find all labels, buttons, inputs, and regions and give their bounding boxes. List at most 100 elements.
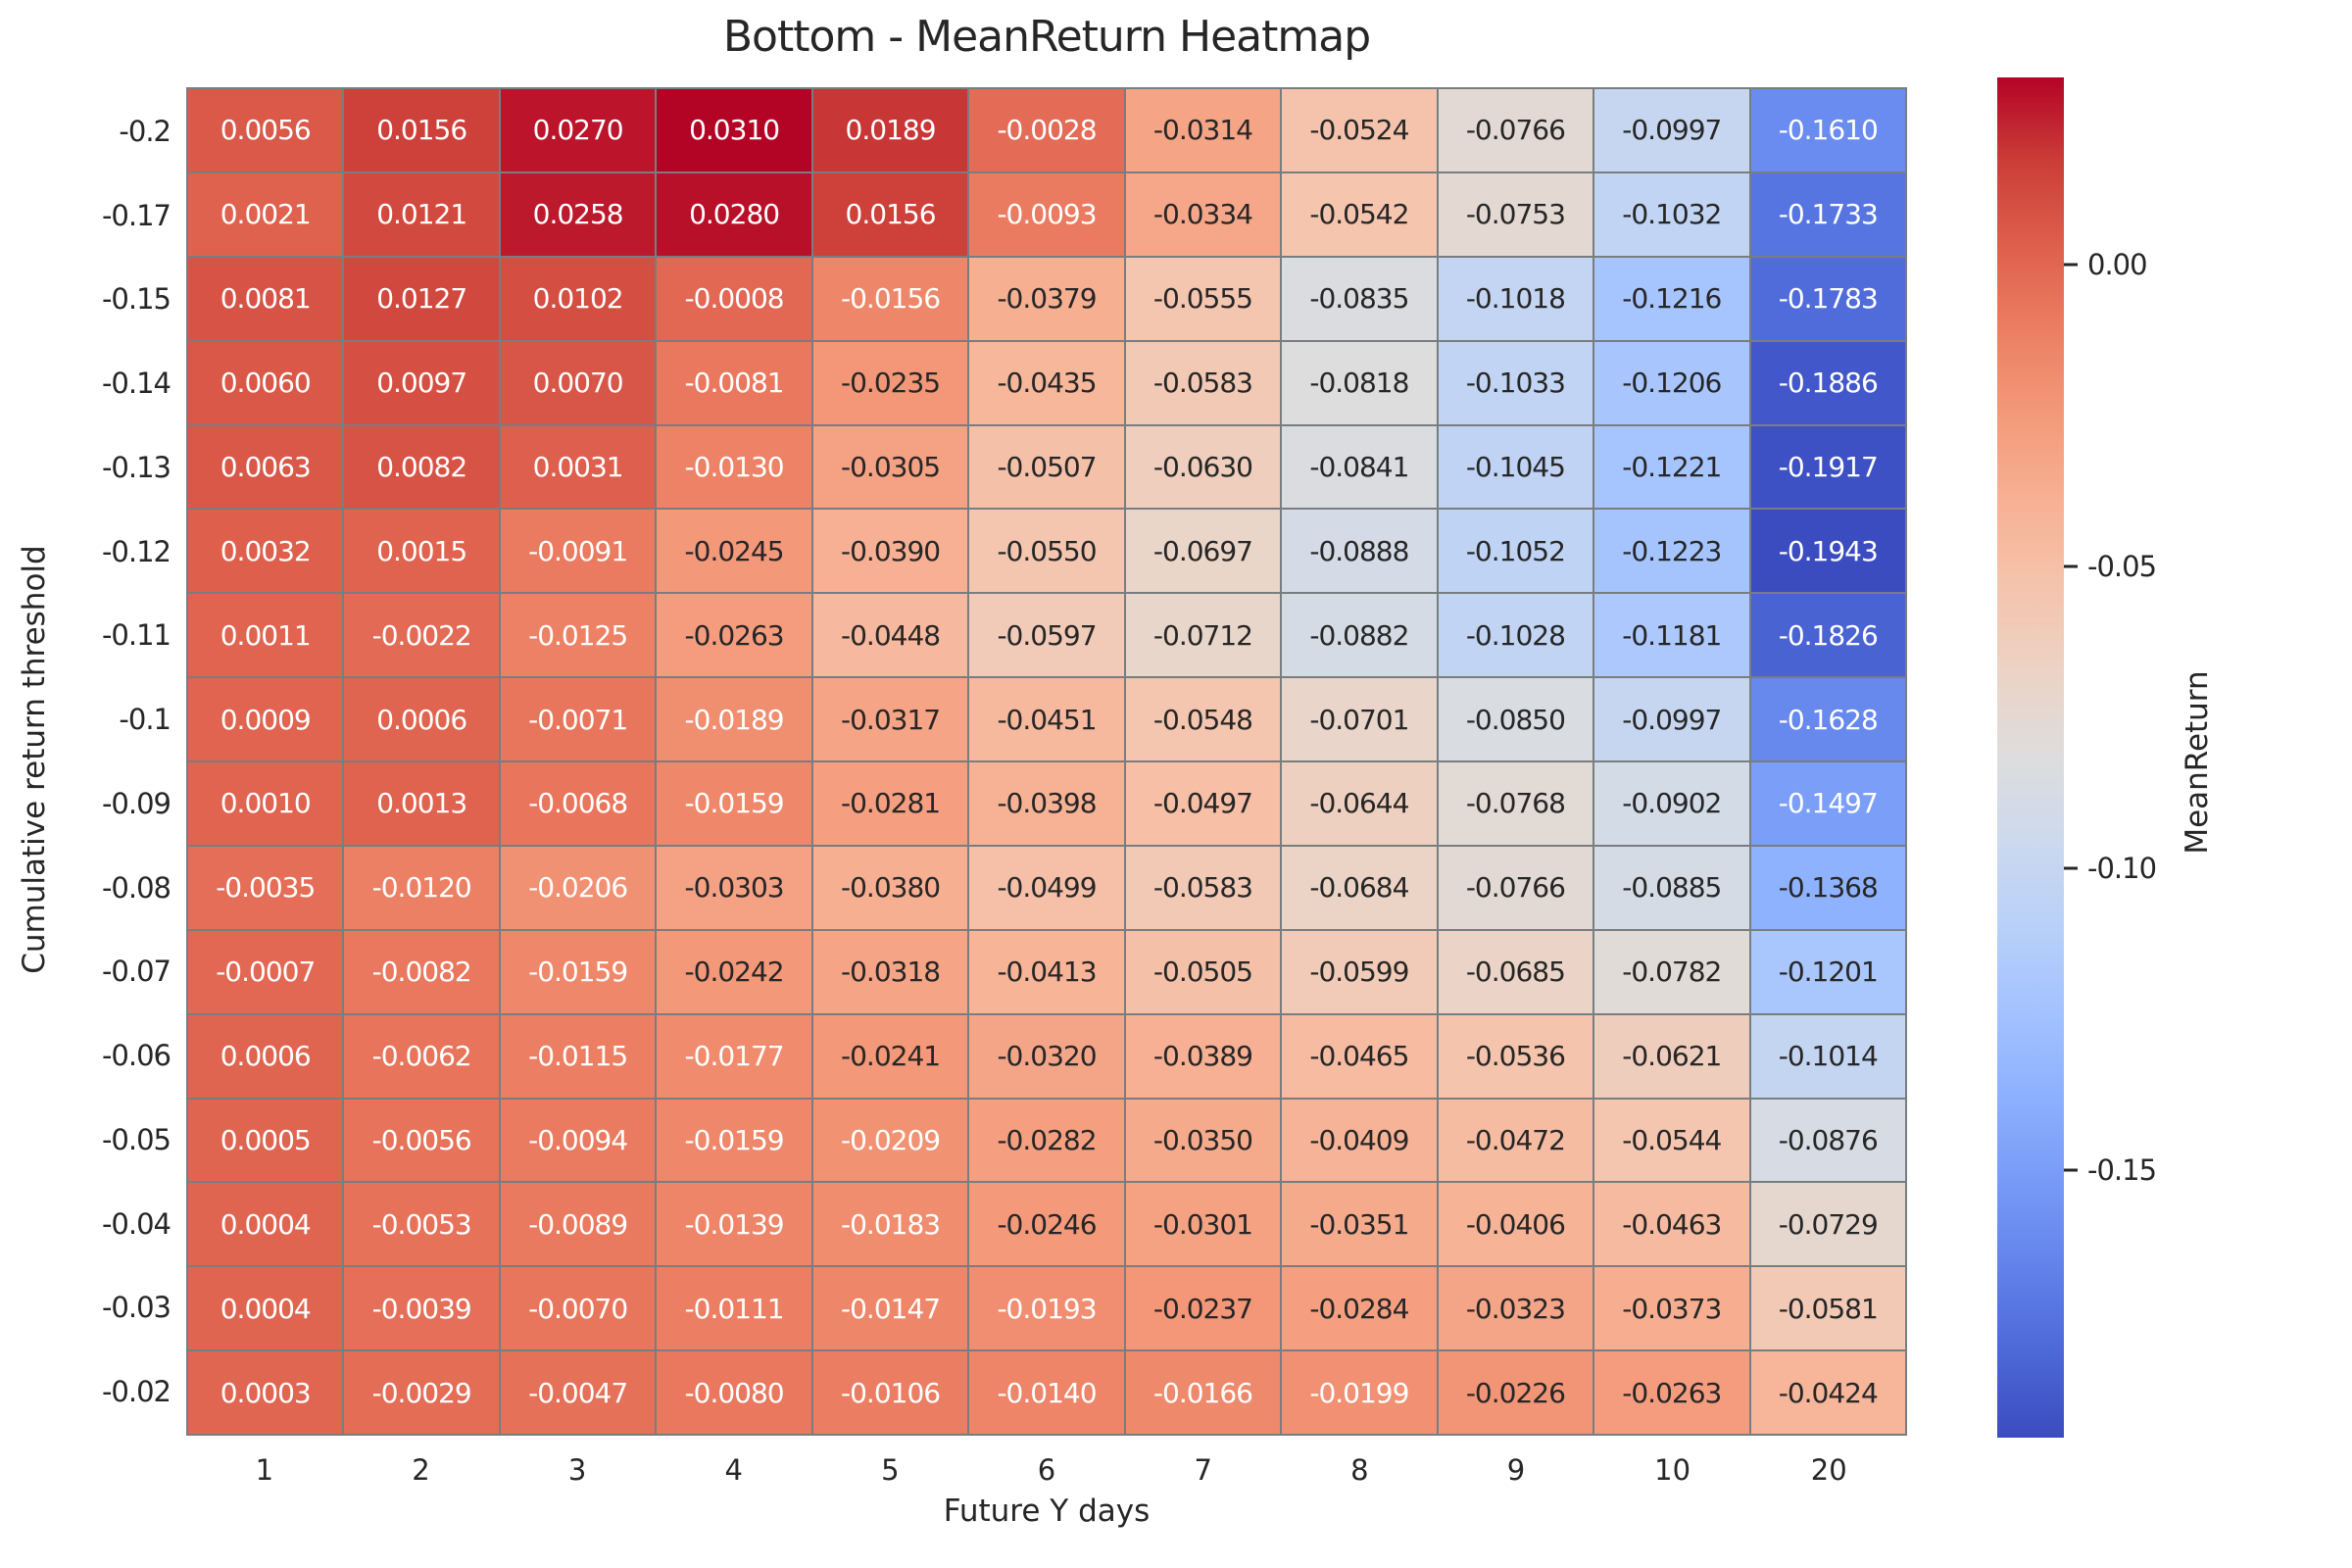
x-tick-label: 5 (881, 1453, 900, 1487)
heatmap-cell: -0.0766 (1438, 846, 1593, 929)
heatmap-cell: 0.0056 (188, 89, 343, 172)
heatmap-cell: -0.0028 (969, 89, 1124, 172)
heatmap-cell: -0.0071 (500, 678, 656, 760)
heatmap-cell: -0.0115 (500, 1014, 656, 1098)
heatmap-cell: -0.0068 (500, 762, 656, 845)
heatmap-cell: -0.0380 (812, 846, 968, 929)
heatmap-cell: -0.0876 (1750, 1099, 1905, 1182)
heatmap-cell: 0.0127 (344, 257, 499, 340)
heatmap-cell: -0.0193 (969, 1267, 1124, 1350)
heatmap-cell: -0.0007 (188, 930, 343, 1013)
heatmap-cell: -0.0389 (1125, 1014, 1281, 1098)
heatmap-cell: -0.0413 (969, 930, 1124, 1013)
heatmap-cell: -0.0729 (1750, 1183, 1905, 1266)
heatmap-cell: -0.1181 (1594, 594, 1749, 677)
heatmap-cell: 0.0003 (188, 1351, 343, 1434)
heatmap-cell: -0.0712 (1125, 594, 1281, 677)
y-tick-label: -0.07 (101, 955, 172, 989)
heatmap-cell: -0.1045 (1438, 425, 1593, 509)
heatmap-cell: -0.0583 (1125, 846, 1281, 929)
heatmap-cell: -0.1206 (1594, 341, 1749, 424)
heatmap-cell: -0.0242 (657, 930, 811, 1013)
heatmap-cell: -0.0630 (1125, 425, 1281, 509)
heatmap-cell: 0.0021 (188, 172, 343, 256)
heatmap-cell: -0.0226 (1438, 1351, 1593, 1434)
colorbar-tick-mark (2064, 564, 2078, 568)
x-tick-label: 10 (1654, 1453, 1691, 1487)
x-tick-label: 8 (1350, 1453, 1369, 1487)
heatmap-cell: -0.0581 (1750, 1267, 1905, 1350)
heatmap-cell: -0.0835 (1282, 257, 1437, 340)
heatmap-cell: -0.0094 (500, 1099, 656, 1182)
heatmap-cell: -0.0156 (812, 257, 968, 340)
heatmap-cell: -0.1886 (1750, 341, 1905, 424)
heatmap-cell: -0.0081 (657, 341, 811, 424)
heatmap-cell: -0.0684 (1282, 846, 1437, 929)
heatmap-cell: -0.0070 (500, 1267, 656, 1350)
heatmap-cell: -0.0106 (812, 1351, 968, 1434)
heatmap-cell: -0.0499 (969, 846, 1124, 929)
x-axis-label: Future Y days (943, 1494, 1151, 1529)
heatmap-cell: -0.0139 (657, 1183, 811, 1266)
heatmap-cell: 0.0280 (657, 172, 811, 256)
heatmap-cell: -0.0035 (188, 846, 343, 929)
heatmap-cell: 0.0015 (344, 510, 499, 593)
heatmap-cell: 0.0070 (500, 341, 656, 424)
y-tick-label: -0.04 (101, 1206, 172, 1241)
heatmap-cell: -0.0782 (1594, 930, 1749, 1013)
heatmap-cell: -0.0701 (1282, 678, 1437, 760)
heatmap-cell: -0.0056 (344, 1099, 499, 1182)
heatmap-cell: -0.0246 (969, 1183, 1124, 1266)
heatmap-cell: -0.0305 (812, 425, 968, 509)
colorbar-tick-label: 0.00 (2087, 247, 2148, 281)
y-tick-label: -0.08 (101, 870, 172, 905)
y-tick-label: -0.17 (101, 198, 172, 232)
heatmap-cell: -0.0334 (1125, 172, 1281, 256)
y-tick-label: -0.06 (101, 1039, 172, 1073)
heatmap-cell: -0.0463 (1594, 1183, 1749, 1266)
heatmap-cell: -0.0536 (1438, 1014, 1593, 1098)
heatmap-cell: -0.0029 (344, 1351, 499, 1434)
heatmap-cell: -0.0281 (812, 762, 968, 845)
heatmap-cell: -0.0544 (1594, 1099, 1749, 1182)
heatmap-cell: -0.1221 (1594, 425, 1749, 509)
heatmap-cell: -0.0089 (500, 1183, 656, 1266)
heatmap-cell: -0.0082 (344, 930, 499, 1013)
heatmap-cell: -0.0753 (1438, 172, 1593, 256)
y-tick-label: -0.02 (101, 1375, 172, 1409)
heatmap-cell: 0.0060 (188, 341, 343, 424)
y-tick-label: -0.15 (101, 282, 172, 317)
heatmap-cell: -0.0120 (344, 846, 499, 929)
heatmap-cell: -0.0047 (500, 1351, 656, 1434)
heatmap-cell: -0.0301 (1125, 1183, 1281, 1266)
heatmap-cell: -0.0159 (657, 1099, 811, 1182)
heatmap-cell: -0.1368 (1750, 846, 1905, 929)
y-tick-label: -0.13 (101, 450, 172, 484)
heatmap-cell: -0.0183 (812, 1183, 968, 1266)
heatmap-cell: -0.1733 (1750, 172, 1905, 256)
heatmap-cell: -0.0406 (1438, 1183, 1593, 1266)
heatmap-cell: 0.0011 (188, 594, 343, 677)
heatmap-cell: -0.0882 (1282, 594, 1437, 677)
heatmap-cell: -0.0448 (812, 594, 968, 677)
heatmap-cell: -0.0548 (1125, 678, 1281, 760)
colorbar-tick-mark (2064, 866, 2078, 870)
heatmap-cell: 0.0004 (188, 1267, 343, 1350)
heatmap-cell: -0.0818 (1282, 341, 1437, 424)
x-tick-label: 3 (567, 1453, 587, 1487)
heatmap-cell: -0.0888 (1282, 510, 1437, 593)
colorbar-tick-label: -0.05 (2087, 550, 2157, 583)
heatmap-cell: -0.0177 (657, 1014, 811, 1098)
heatmap-cell: 0.0082 (344, 425, 499, 509)
y-tick-label: -0.09 (101, 786, 172, 820)
heatmap-cell: 0.0009 (188, 678, 343, 760)
heatmap-cell: -0.0379 (969, 257, 1124, 340)
heatmap-cell: 0.0156 (812, 172, 968, 256)
heatmap-cell: -0.0323 (1438, 1267, 1593, 1350)
heatmap-cell: -0.0644 (1282, 762, 1437, 845)
heatmap-cell: -0.0241 (812, 1014, 968, 1098)
heatmap-cell: -0.1826 (1750, 594, 1905, 677)
heatmap-cell: -0.0206 (500, 846, 656, 929)
heatmap-cell: -0.0263 (657, 594, 811, 677)
heatmap-cell: 0.0032 (188, 510, 343, 593)
